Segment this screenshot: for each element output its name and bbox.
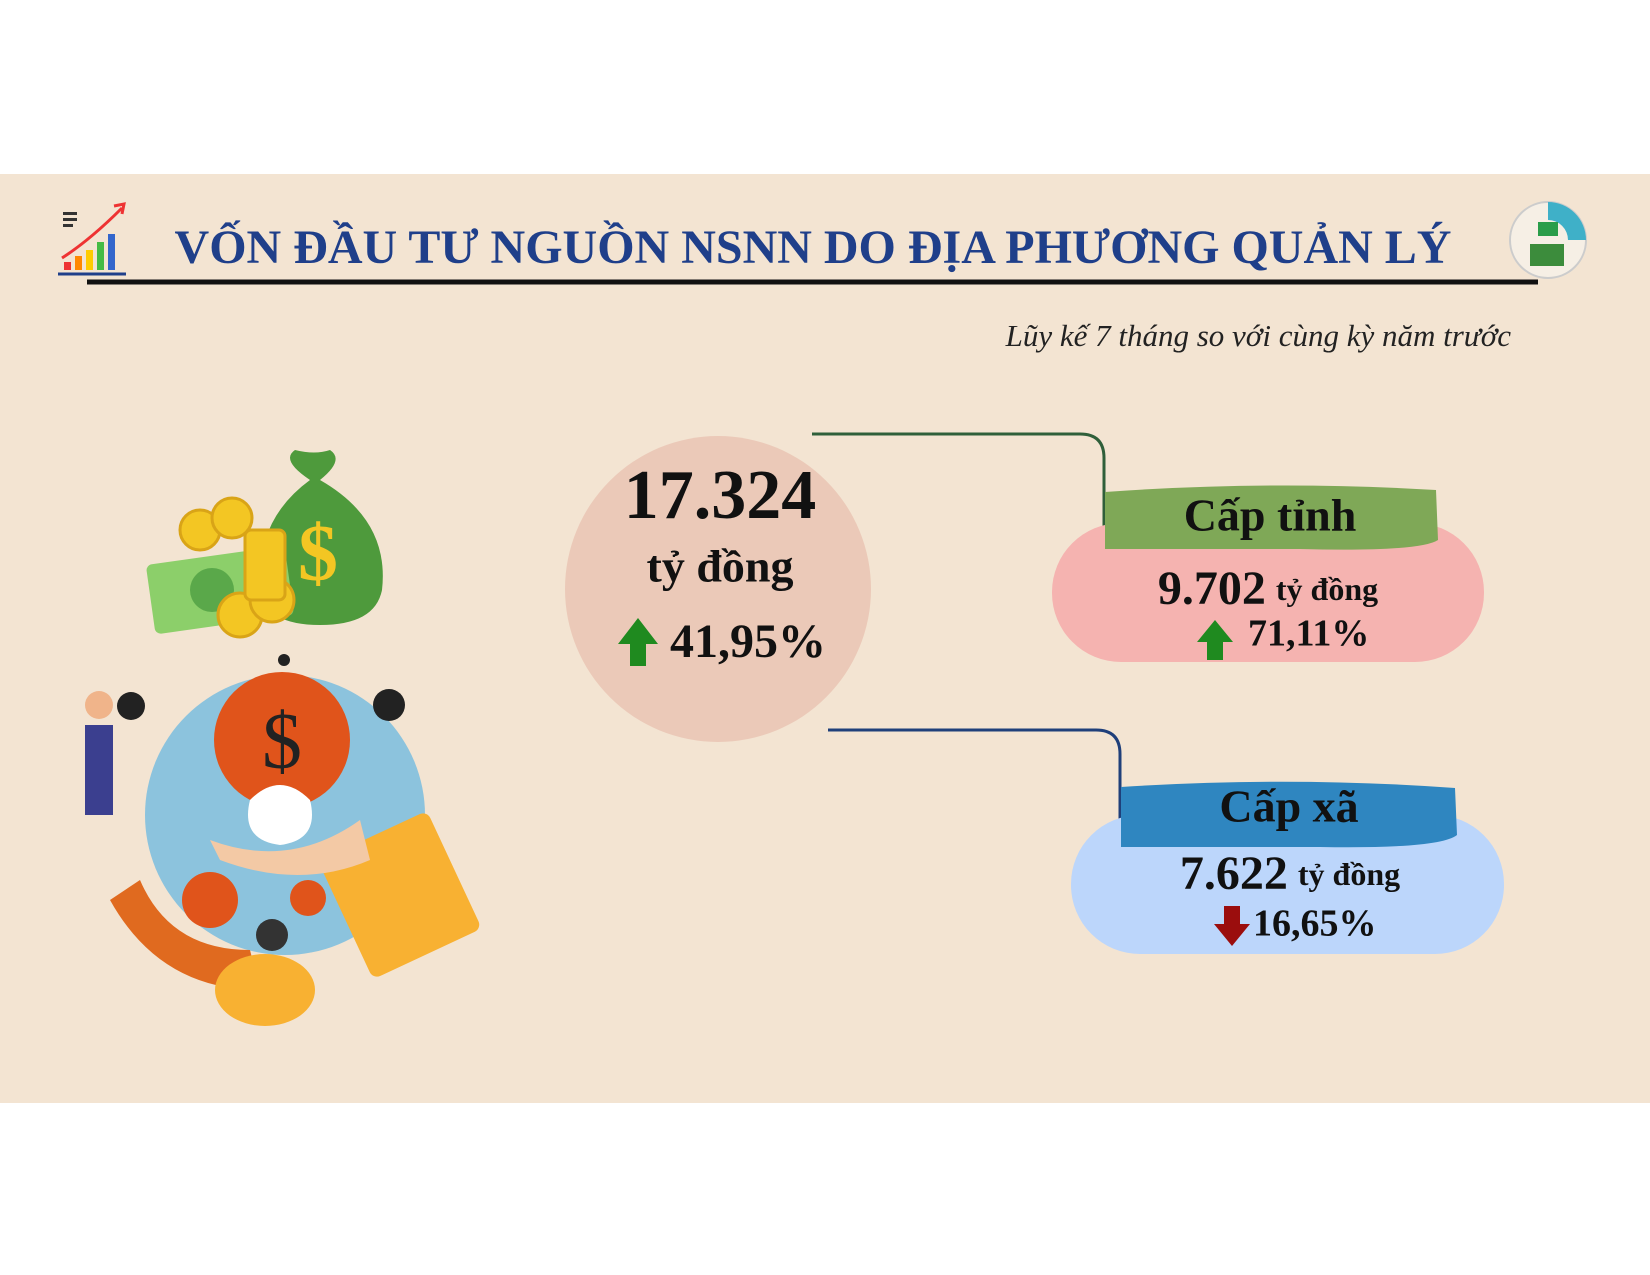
title: VỐN ĐẦU TƯ NGUỒN NSNN DO ĐỊA PHƯƠNG QUẢN…	[175, 219, 1452, 274]
commune-change: 16,65%	[1253, 903, 1377, 945]
commune-label: Cấp xã	[1219, 781, 1358, 832]
subtitle: Lũy kế 7 tháng so với cùng kỳ năm trước	[1005, 318, 1512, 353]
team-icon	[1509, 201, 1587, 279]
up-arrow	[618, 618, 658, 666]
total-change: 41,95%	[670, 615, 826, 668]
finance-illustration: $	[85, 654, 480, 1026]
commune-unit: tỷ đồng	[1298, 856, 1400, 892]
provincial-pill	[1052, 523, 1484, 662]
provincial-label: Cấp tỉnh	[1184, 490, 1357, 541]
commune-label-bg	[1121, 781, 1457, 848]
commune-amount: 7.622 tỷ đồng	[1180, 847, 1400, 900]
down-arrow	[1214, 906, 1250, 946]
svg-text:$: $	[262, 698, 302, 786]
total-unit: tỷ đồng	[647, 541, 794, 592]
chart-icon	[58, 202, 126, 276]
provincial-value: 9.702	[1158, 562, 1266, 615]
provincial-label-bg	[1105, 485, 1438, 550]
provincial-amount: 9.702 tỷ đồng	[1158, 562, 1378, 615]
provincial-unit: tỷ đồng	[1276, 571, 1378, 607]
provincial-change: 71,11%	[1248, 613, 1369, 655]
up-arrow	[1197, 620, 1233, 660]
commune-pill	[1071, 815, 1504, 954]
svg-text:$: $	[298, 510, 338, 598]
total-value: 17.324	[624, 457, 817, 534]
money-illustration: $	[146, 450, 383, 639]
commune-value: 7.622	[1180, 847, 1288, 900]
